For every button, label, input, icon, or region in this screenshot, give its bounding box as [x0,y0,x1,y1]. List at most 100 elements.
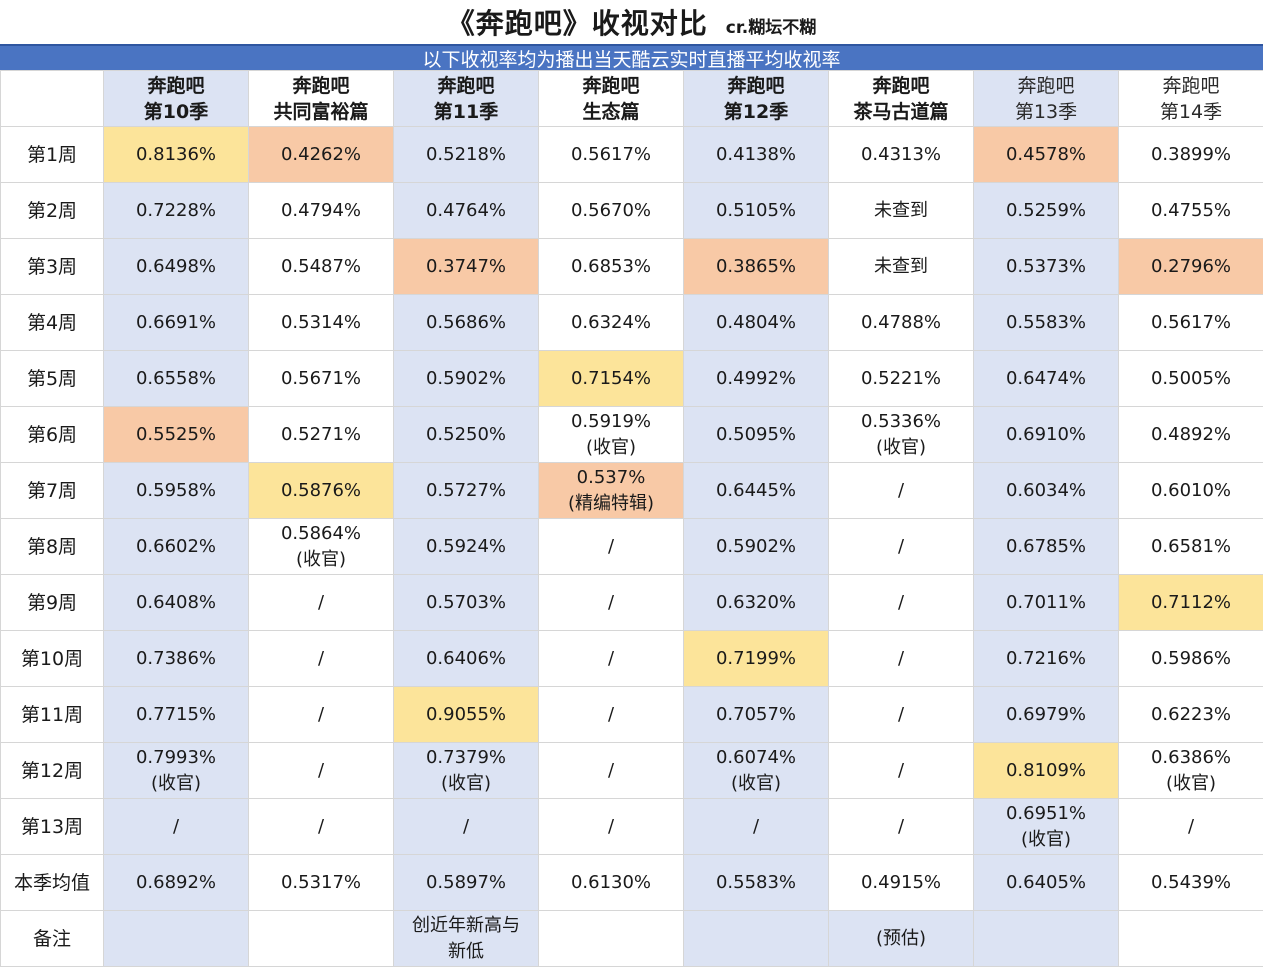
rating-value: / [249,590,393,616]
rating-value: 0.6691% [104,310,248,336]
rating-cell: 0.6853% [539,239,684,295]
column-header-line2: 生态篇 [539,99,683,125]
rating-cell: 0.5271% [249,407,394,463]
rating-cell: / [249,631,394,687]
rating-cell: 0.7216% [974,631,1119,687]
row-label: 第9周 [1,575,104,631]
rating-cell: (预估) [829,911,974,967]
rating-value: / [539,758,683,784]
rating-cell: 0.6324% [539,295,684,351]
rating-value: 0.5105% [684,198,828,224]
rating-value: 0.4794% [249,198,393,224]
row-label: 第12周 [1,743,104,799]
rating-value: 0.5703% [394,590,538,616]
rating-value: 0.5686% [394,310,538,336]
row-label: 第1周 [1,127,104,183]
rating-value: / [684,814,828,840]
rating-cell: 0.4755% [1119,183,1263,239]
rating-cell: 0.4578% [974,127,1119,183]
rating-cell: 0.2796% [1119,239,1263,295]
rating-value: 0.4138% [684,142,828,168]
rating-cell: 0.5105% [684,183,829,239]
rating-value: 0.3747% [394,254,538,280]
rating-cell: 0.6951%(收官) [974,799,1119,855]
rating-cell: 0.5583% [684,855,829,911]
rating-cell: 0.7386% [104,631,249,687]
rating-cell: 0.6406% [394,631,539,687]
rating-cell: / [249,687,394,743]
column-header: 奔跑吧第14季 [1119,71,1263,127]
rating-value: 0.9055% [394,702,538,728]
rating-value: 0.4262% [249,142,393,168]
rating-cell: 0.4262% [249,127,394,183]
rating-value: 0.7154% [539,366,683,392]
rating-cell: 0.5902% [394,351,539,407]
rating-value: / [1119,814,1263,840]
row-label: 第11周 [1,687,104,743]
rating-cell: 0.5727% [394,463,539,519]
rating-cell: 0.5924% [394,519,539,575]
rating-value: 0.6581% [1119,534,1263,560]
rating-value: 0.5005% [1119,366,1263,392]
rating-value: 0.6558% [104,366,248,392]
rating-cell: 0.5250% [394,407,539,463]
rating-value: 0.5221% [829,366,973,392]
rating-note: (收官) [684,771,828,797]
rating-cell: 0.6892% [104,855,249,911]
rating-value: / [539,590,683,616]
rating-value: 0.4313% [829,142,973,168]
rating-value: 0.4892% [1119,422,1263,448]
rating-value: 0.6324% [539,310,683,336]
rating-value: 0.8136% [104,142,248,168]
page-title: 《奔跑吧》收视对比 [447,2,708,42]
rating-note: (收官) [104,771,248,797]
rating-value: 0.5671% [249,366,393,392]
rating-cell [539,911,684,967]
rating-cell: / [829,631,974,687]
rating-value: 0.5487% [249,254,393,280]
rating-cell: 0.5005% [1119,351,1263,407]
header-row: 奔跑吧第10季奔跑吧共同富裕篇奔跑吧第11季奔跑吧生态篇奔跑吧第12季奔跑吧茶马… [1,71,1263,127]
rating-cell: / [829,687,974,743]
rating-cell: 0.4313% [829,127,974,183]
rating-value: 0.5902% [684,534,828,560]
row-label: 第6周 [1,407,104,463]
rating-value: 0.3865% [684,254,828,280]
rating-value: 0.7386% [104,646,248,672]
rating-value: / [829,702,973,728]
rating-value: 0.4915% [829,870,973,896]
rating-value: 0.4578% [974,142,1118,168]
column-header: 奔跑吧生态篇 [539,71,684,127]
rating-value: / [249,758,393,784]
row-label: 本季均值 [1,855,104,911]
column-header-line1: 奔跑吧 [1119,73,1263,99]
rating-value: 0.6406% [394,646,538,672]
rating-cell: / [829,575,974,631]
rating-value: 0.7216% [974,646,1118,672]
rating-cell: 0.6223% [1119,687,1263,743]
rating-note: (收官) [829,435,973,461]
rating-value: 0.6910% [974,422,1118,448]
rating-cell: 0.4794% [249,183,394,239]
row-label: 备注 [1,911,104,967]
rating-value: / [249,702,393,728]
rating-cell: 0.9055% [394,687,539,743]
rating-value: 0.5727% [394,478,538,504]
rating-value: 0.5617% [539,142,683,168]
rating-cell: 0.5703% [394,575,539,631]
rating-value: 0.4764% [394,198,538,224]
rating-value: / [394,814,538,840]
rating-cell: 0.5876% [249,463,394,519]
title-bar: 《奔跑吧》收视对比 cr.糊坛不糊 [0,0,1263,44]
ratings-table: 奔跑吧第10季奔跑吧共同富裕篇奔跑吧第11季奔跑吧生态篇奔跑吧第12季奔跑吧茶马… [0,70,1263,967]
rating-cell: 0.7379%(收官) [394,743,539,799]
rating-value: 0.5095% [684,422,828,448]
column-header-line2: 茶马古道篇 [829,99,973,125]
